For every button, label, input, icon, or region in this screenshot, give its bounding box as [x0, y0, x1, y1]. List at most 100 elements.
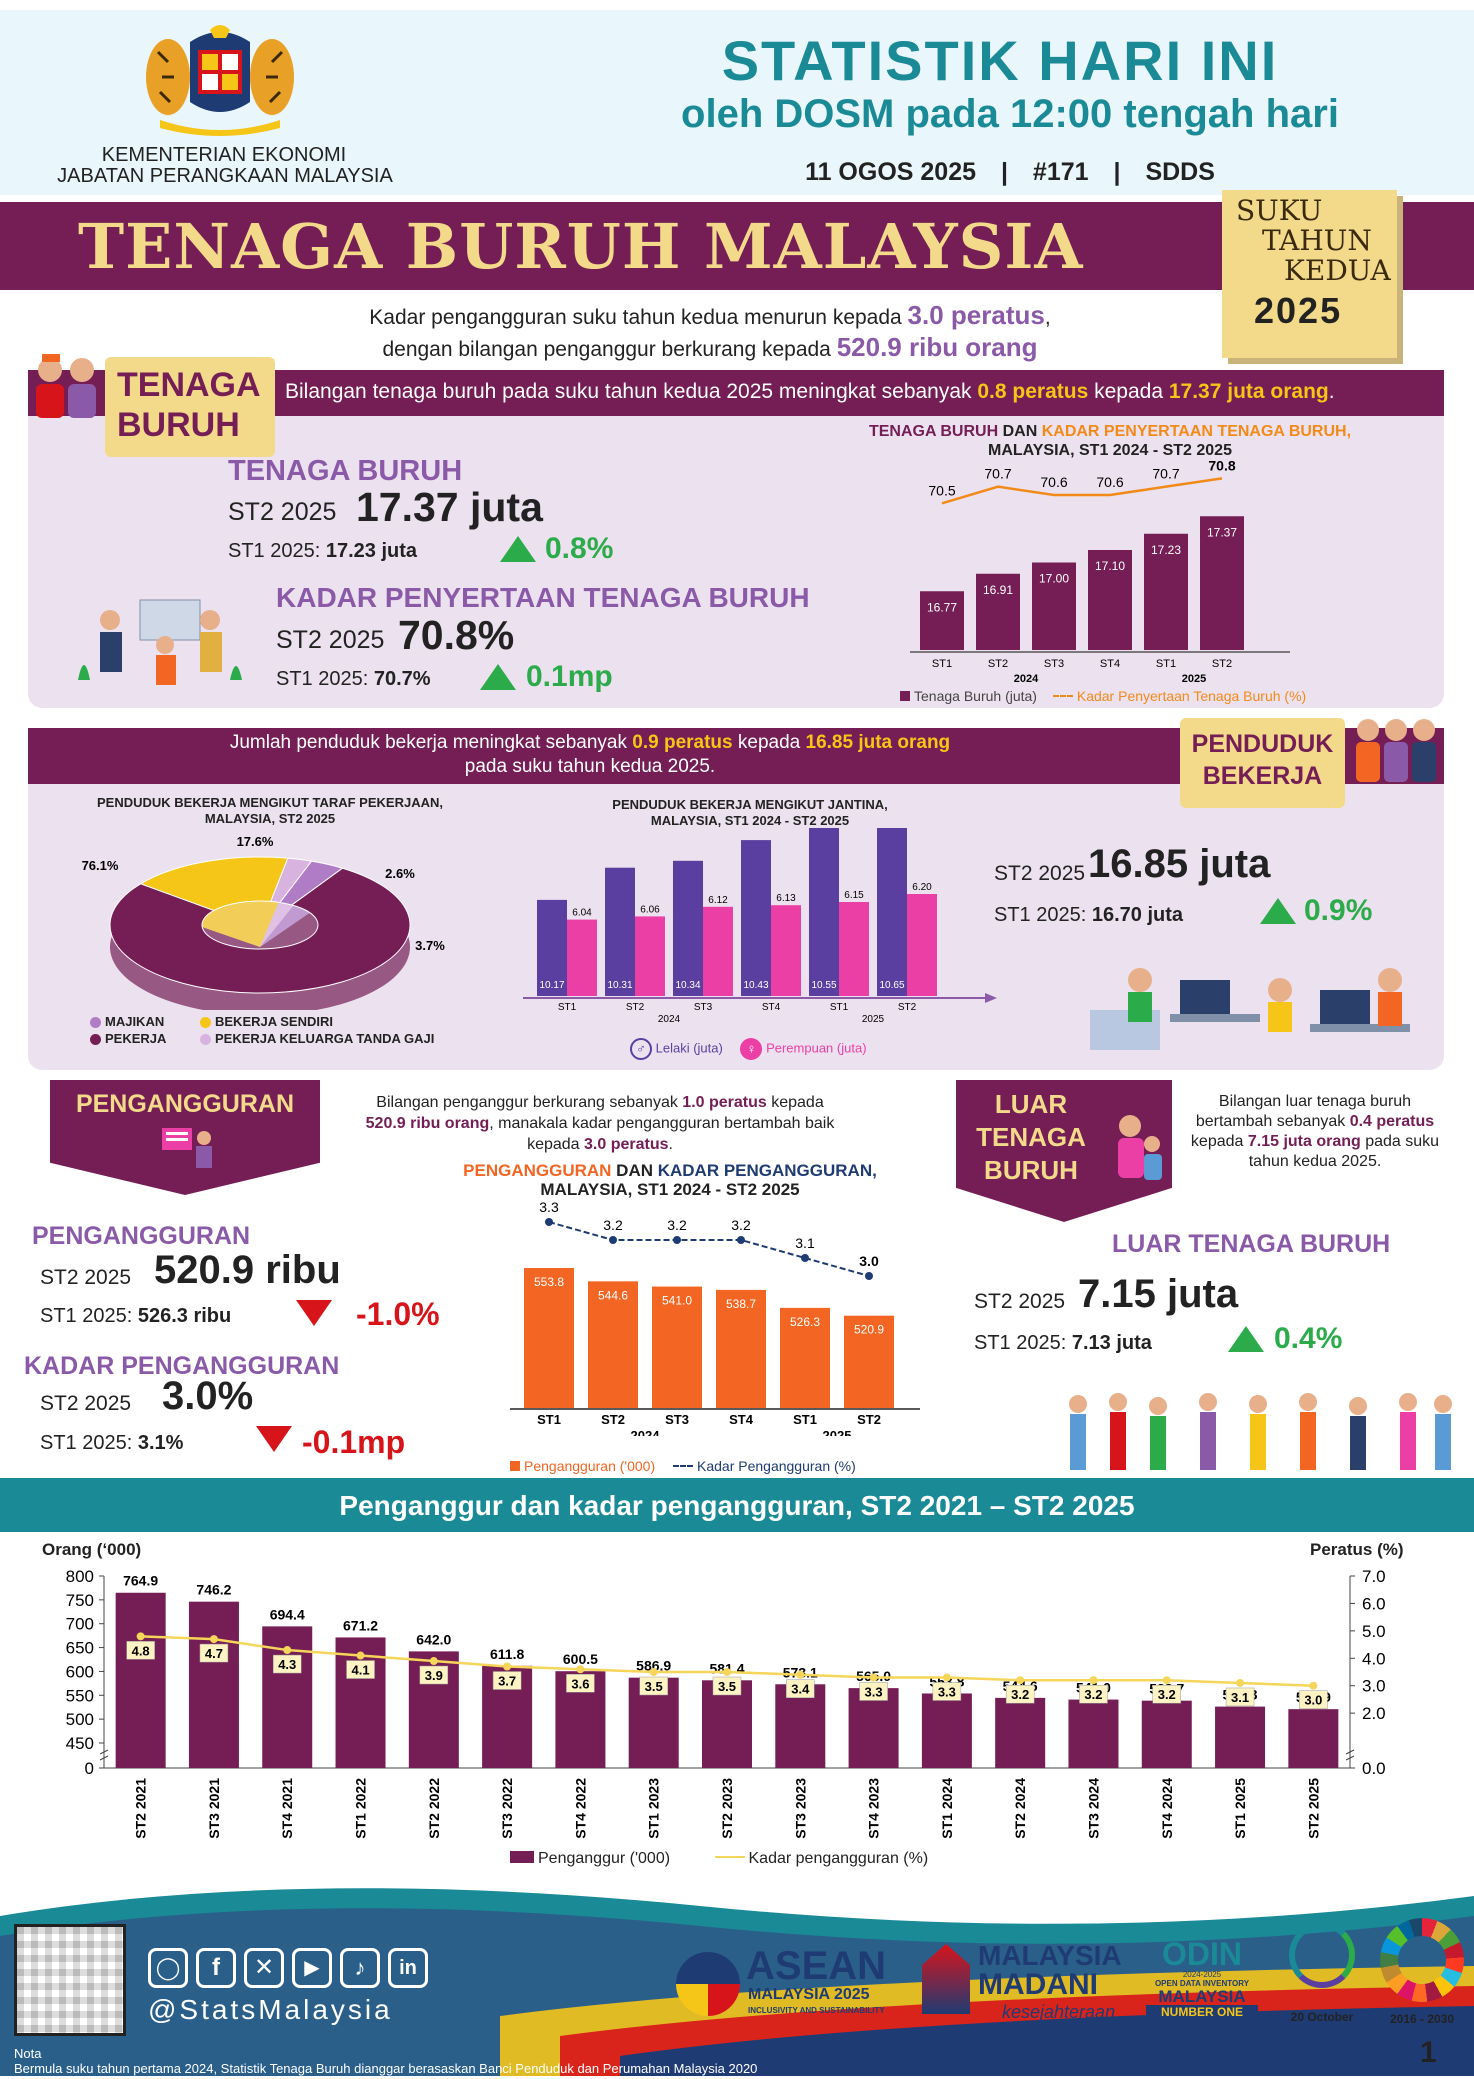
long-unemployment-chart: 0 450 500 550 600 650 700 750 800 0.0 2.0 3.0 4.0 5.0…: [66, 1567, 1386, 1839]
long-cat-label: ST2 2025: [1305, 1778, 1321, 1839]
emp-up-arrow-icon: [1260, 898, 1296, 924]
emp-band-a: Jumlah penduduk bekerja meningkat sebany…: [229, 732, 633, 753]
long-rate-label: 3.1: [1231, 1690, 1249, 1705]
long-left-tick: 700: [66, 1615, 94, 1634]
pie-legend-item: BEKERJA SENDIRI: [200, 1014, 500, 1029]
sex-title-2: MALAYSIA, ST1 2024 - ST2 2025: [650, 813, 850, 828]
pie-value-label: 17.6%: [237, 834, 274, 849]
ur-prev-label: ST1 2025:: [40, 1432, 138, 1454]
u-desc-1a: Bilangan penganggur berkurang sebanyak: [376, 1094, 683, 1111]
u-legend-bar: Pengangguran ('000): [524, 1458, 656, 1474]
ur-point-label: 3.2: [667, 1217, 687, 1233]
asean-logo: ASEAN MALAYSIA 2025 INCLUSIVITY AND SUST…: [676, 1944, 906, 2024]
employed-people-icon: [1356, 719, 1436, 782]
unemployment-desc: Bilangan penganggur berkurang sebanyak 1…: [330, 1092, 870, 1155]
u-desc-line2: 520.9 ribu orang, manakala kadar pengang…: [330, 1113, 870, 1134]
asean-text-1: ASEAN: [746, 1944, 887, 1988]
lf-cat-label: ST1: [932, 658, 952, 670]
male-bar: [809, 828, 839, 996]
lfpr-point-label: 70.7: [1152, 466, 1179, 482]
linkedin-icon[interactable]: in: [388, 1948, 428, 1988]
long-bar: [995, 1697, 1046, 1768]
long-rate-point: [1016, 1676, 1025, 1685]
olf-tag-text: LUAR TENAGA BURUH: [956, 1088, 1106, 1187]
wsd-emblem-icon: [1289, 1922, 1355, 1988]
intro-highlight-rate: 3.0 peratus: [907, 300, 1045, 330]
social-handle[interactable]: @StatsMalaysia: [148, 1994, 393, 2025]
long-bar: [1288, 1709, 1339, 1768]
long-right-tick: 6.0: [1362, 1594, 1386, 1613]
long-rate-label: 3.3: [865, 1684, 883, 1699]
lfpr-quarter: ST2 2025: [276, 626, 385, 654]
long-bar: [921, 1693, 972, 1768]
tiktok-icon[interactable]: ♪: [340, 1948, 380, 1988]
olf-up-arrow-icon: [1228, 1326, 1264, 1352]
long-rate-label-box: [492, 1671, 522, 1690]
long-rate-point: [429, 1657, 438, 1666]
long-bar-label: 586.9: [636, 1658, 671, 1674]
intro-text-1a: Kadar pengangguran suku tahun kedua menu…: [369, 306, 908, 329]
page-number: 1: [1420, 2036, 1437, 2069]
youtube-icon[interactable]: ▶: [292, 1948, 332, 1988]
unemployment-tag-label: PENGANGGURAN: [75, 1090, 295, 1118]
facebook-icon[interactable]: f: [196, 1948, 236, 1988]
sex-cat-label: ST1: [830, 1002, 849, 1013]
ur-point: [609, 1236, 617, 1244]
quarter-badge-year: 2025: [1254, 290, 1343, 331]
outside-lf-tag: LUAR TENAGA BURUH: [956, 1080, 1172, 1222]
male-bar: [537, 899, 567, 996]
lfpr-prev-value: 70.7%: [373, 668, 431, 690]
long-left-tick: 550: [66, 1686, 94, 1705]
long-rate-label: 4.1: [351, 1663, 369, 1678]
lf-chart: 16.77 ST1 70.5 16.91 ST2 70.7 17.00 ST3 70.6 17.1…: [910, 460, 1290, 685]
sex-title-1: PENDUDUK BEKERJA MENGIKUT JANTINA,: [612, 797, 888, 812]
lfpr-value: 70.8%: [398, 612, 515, 658]
odin-text-6: 2024-2025: [1182, 1970, 1222, 1979]
long-rate-point: [356, 1651, 365, 1660]
long-rate-label-box: [712, 1676, 742, 1696]
long-rate-label-box: [932, 1682, 962, 1701]
olf-title: LUAR TENAGA BURUH: [1112, 1230, 1391, 1258]
lf-band-e: .: [1328, 380, 1335, 403]
pie-slice: [109, 867, 411, 994]
employment-status-pie: 3.7% 76.1% 17.6% 2.6%: [82, 834, 445, 1010]
female-bar-label: 6.12: [708, 895, 728, 906]
long-rate-label: 3.2: [1011, 1687, 1029, 1702]
crowd-illustration: [1069, 1393, 1452, 1470]
ur-point: [737, 1236, 745, 1244]
pie-legend-swatch: [90, 1017, 101, 1029]
pie-legend-label: PEKERJA KELUARGA TANDA GAJI: [215, 1031, 435, 1046]
employed-band-line1: Jumlah penduduk bekerja meningkat sebany…: [40, 731, 1140, 755]
page-title: STATISTIK HARI INI: [721, 29, 1279, 92]
lf-cat-label: ST4: [1100, 658, 1120, 670]
long-rate-label-box: [346, 1660, 375, 1679]
long-rate-point: [209, 1635, 218, 1644]
qr-code[interactable]: [14, 1924, 126, 2036]
u-chart-title-line1: PENGANGGURAN DAN KADAR PENGANGGURAN,: [400, 1161, 940, 1180]
male-bar-label: 10.55: [811, 980, 836, 991]
ur-prev-value: 3.1%: [137, 1432, 184, 1454]
female-bar-label: 6.15: [844, 890, 864, 901]
instagram-icon[interactable]: ◯: [148, 1948, 188, 1988]
olf-desc-3c: pada suku: [1360, 1133, 1440, 1150]
olf-desc-2b: 0.4 peratus: [1349, 1113, 1435, 1130]
madani-logo: MALAYSIA MADANI kesejahteraan: [922, 1940, 1132, 2030]
long-rate-label-box: [1299, 1690, 1328, 1709]
u-value: 520.9 ribu: [154, 1248, 341, 1292]
female-bar: [635, 916, 665, 996]
olf-tag-l3: BURUH: [984, 1155, 1078, 1185]
note-text: Bermula suku tahun pertama 2024, Statist…: [14, 2061, 758, 2076]
lfpr-prev: ST1 2025: 70.7%: [276, 668, 431, 691]
long-bar-label: 671.2: [343, 1617, 378, 1633]
pie-slice: [270, 857, 313, 903]
long-rate-label: 3.4: [791, 1682, 810, 1697]
long-bar-label: 600.5: [563, 1651, 598, 1667]
long-rate-point: [136, 1632, 145, 1641]
lf-legend-line-swatch: [1052, 695, 1073, 697]
asean-text-2: MALAYSIA 2025: [748, 1986, 870, 2003]
x-icon[interactable]: ✕: [244, 1948, 284, 1988]
lf-bar-label: 16.91: [983, 583, 1013, 597]
lf-bar: [1088, 550, 1132, 650]
sex-cat-label: ST2: [626, 1002, 645, 1013]
long-left-axis-title: Orang (‘000): [42, 1540, 142, 1559]
